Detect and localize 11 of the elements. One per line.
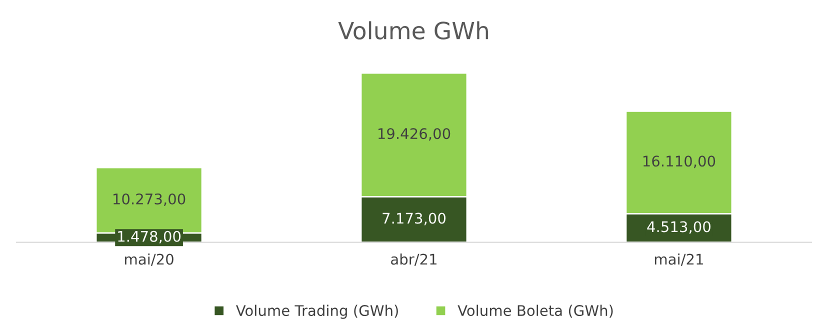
chart-title: Volume GWh bbox=[338, 21, 488, 40]
data-label: 19.426,00 bbox=[378, 128, 450, 141]
data-label: 16.110,00 bbox=[643, 156, 716, 168]
legend-label: Volume Trading (GWh) bbox=[236, 304, 398, 319]
legend-label: Volume Boleta (GWh) bbox=[458, 304, 613, 318]
data-label: 4.513,00 bbox=[647, 221, 710, 234]
x-tick-label: mai/20 bbox=[125, 253, 174, 266]
x-tick-label: mai/21 bbox=[654, 253, 703, 266]
data-label: 7.173,00 bbox=[382, 212, 446, 226]
x-tick-label: abr/21 bbox=[391, 253, 436, 266]
data-label: 10.273,00 bbox=[114, 193, 186, 206]
